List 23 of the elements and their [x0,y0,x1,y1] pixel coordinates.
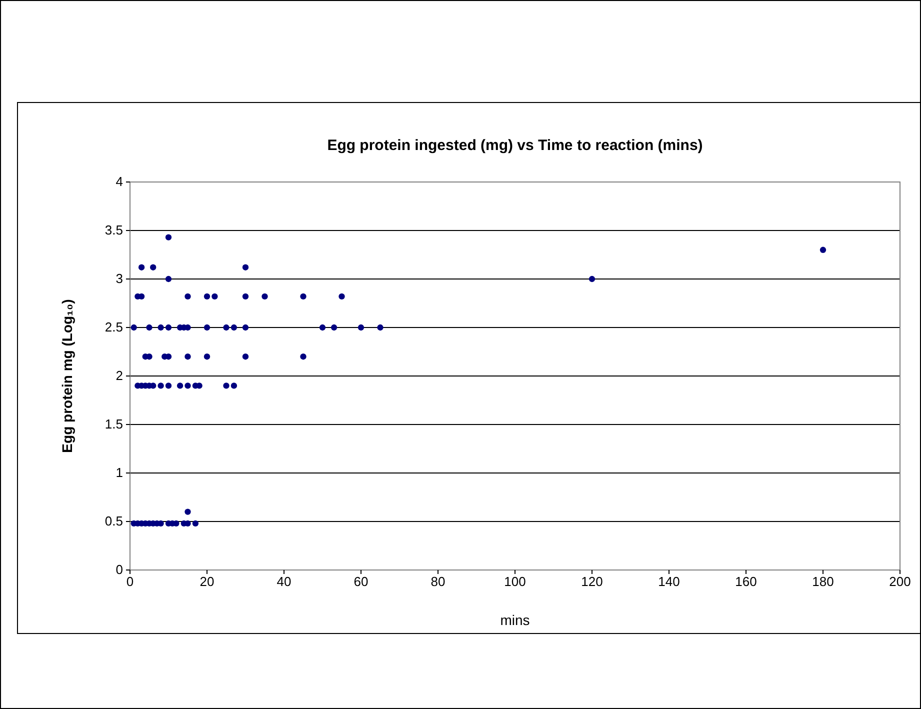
x-tick-label: 140 [658,574,680,590]
y-tick-label: 3.5 [104,222,123,238]
x-tick-label: 0 [126,574,134,590]
chart-title: Egg protein ingested (mg) vs Time to reaction (mins) [327,137,703,154]
y-tick-label: 4 [116,174,123,190]
y-tick-label: 2.5 [104,320,123,335]
x-axis-title: mins [500,612,530,628]
x-tick-label: 60 [354,574,368,590]
x-tick-label: 200 [889,574,911,590]
y-tick-label: 3 [116,271,123,286]
y-tick-label: 1 [116,465,123,480]
x-tick-label: 20 [200,574,214,590]
x-tick-label: 80 [430,574,446,590]
x-tick-label: 120 [581,574,603,590]
y-axis-title: Egg protein mg (Log₁₀) [59,299,75,453]
x-tick-label: 160 [735,574,757,590]
y-tick-label: 2 [116,368,123,384]
x-tick-label: 40 [276,574,292,590]
y-tick-label: 0.5 [104,514,123,529]
y-tick-label: 1.5 [104,416,123,432]
y-tick-label: 0 [116,562,123,578]
x-tick-label: 100 [504,574,526,590]
x-tick-label: 180 [812,574,834,590]
